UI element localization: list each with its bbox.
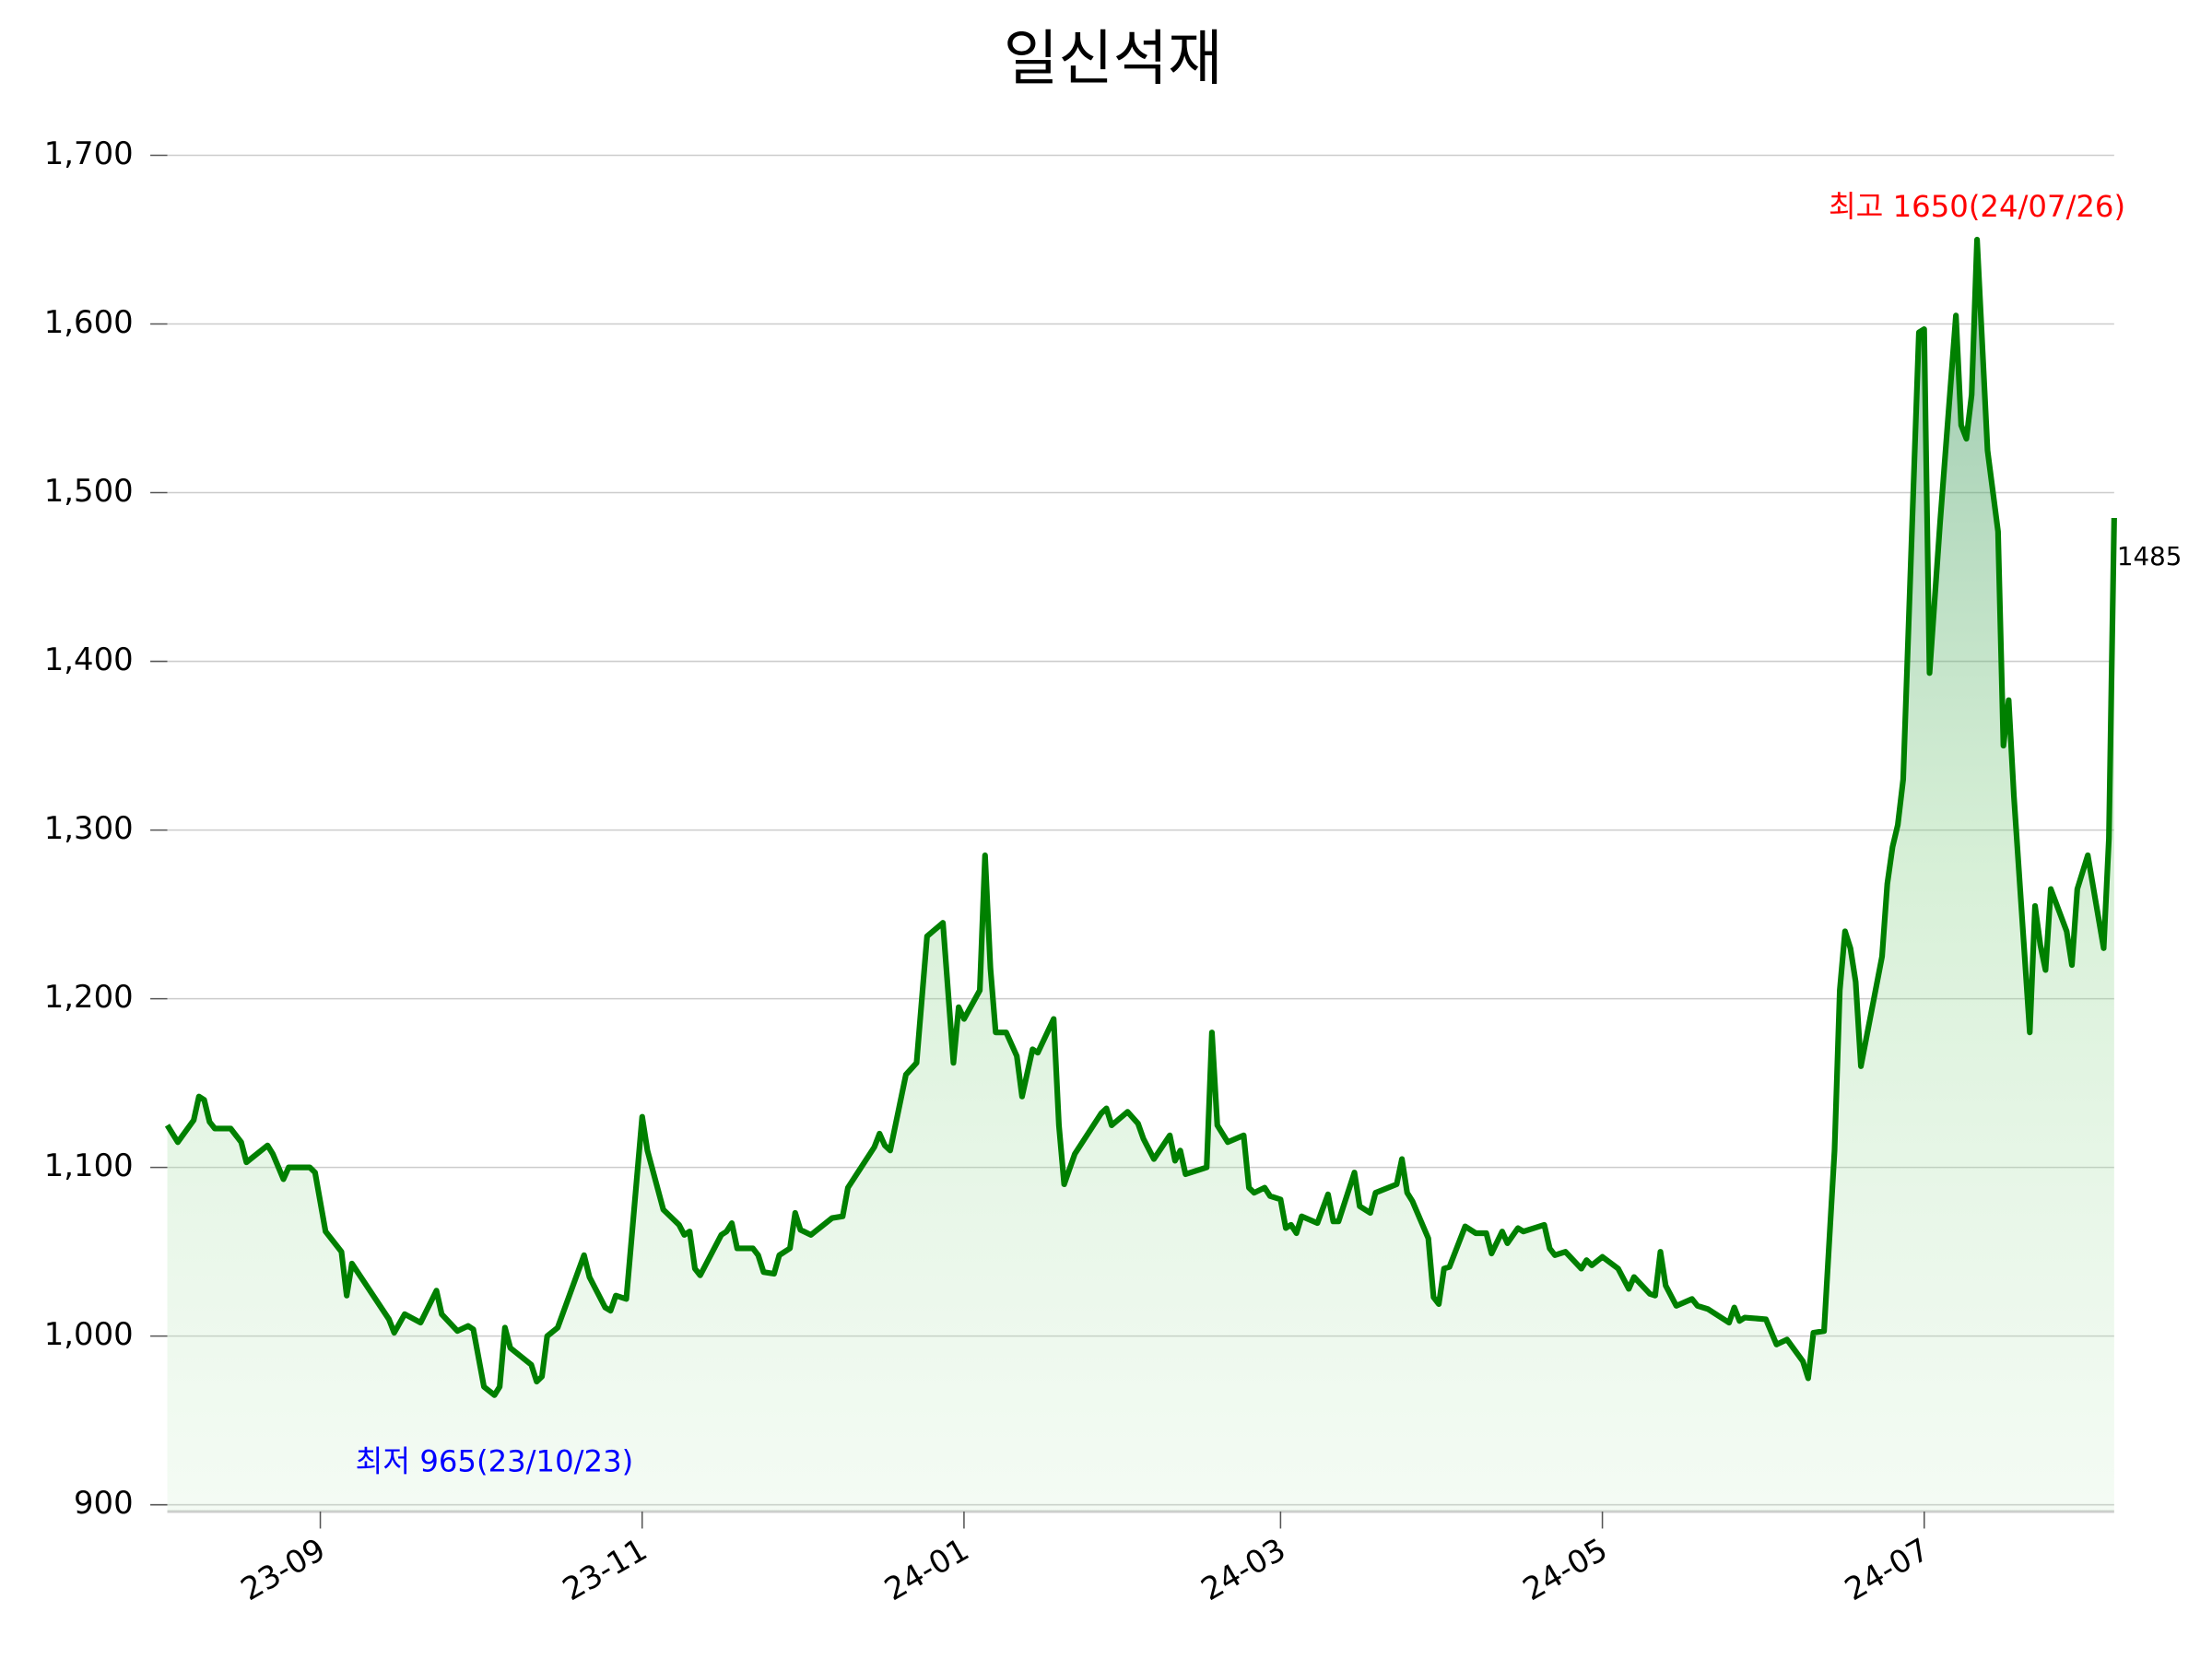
y-tick-label: 1,000 — [44, 1316, 134, 1352]
y-tick-label: 1,700 — [44, 135, 134, 171]
x-tick-label: 24-05 — [1517, 1531, 1614, 1607]
y-tick-label: 1,500 — [44, 473, 134, 509]
y-tick-label: 1,600 — [44, 304, 134, 340]
y-tick-label: 1,300 — [44, 810, 134, 846]
x-tick-label: 24-07 — [1839, 1531, 1936, 1607]
x-tick-label: 24-03 — [1195, 1531, 1292, 1607]
x-tick-label: 23-11 — [557, 1531, 653, 1607]
y-tick-label: 900 — [74, 1485, 134, 1521]
line — [164, 236, 2117, 1398]
x-tick-label: 24-01 — [878, 1531, 975, 1607]
y-tick-label: 1,200 — [44, 979, 134, 1015]
last-value-label: 1485 — [2117, 541, 2182, 571]
annotation: 최저 965(23/10/23) — [356, 1444, 634, 1479]
area — [167, 240, 2114, 1512]
annotation: 최고 1650(24/07/26) — [1829, 189, 2125, 224]
y-tick-label: 1,400 — [44, 641, 134, 677]
chart-title: 일신석재 — [1004, 24, 1223, 93]
y-tick-label: 1,100 — [44, 1147, 134, 1183]
x-tick-label: 23-09 — [235, 1531, 332, 1607]
